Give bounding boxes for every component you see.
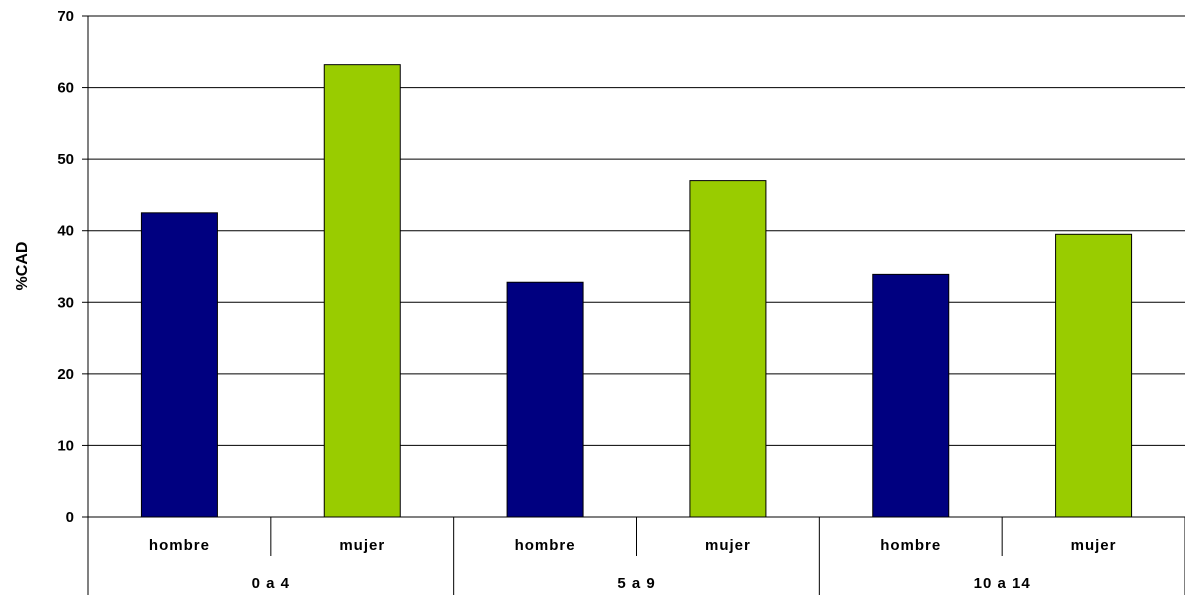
bar-hombre [872,273,950,518]
y-tick-labels: 0 10 20 30 40 50 60 70 [57,8,74,526]
bar-hombre [506,281,584,518]
y-tick-label: 20 [57,366,74,383]
bar-mujer [1055,233,1133,518]
x-category-label: hombre [515,537,576,554]
axes [87,16,1185,595]
bars [140,64,1133,518]
y-tick-label: 0 [66,509,74,526]
bar-mujer [323,64,401,518]
y-tick-label: 60 [57,80,74,97]
gridlines [82,15,1185,518]
x-group-label: 0 a 4 [252,575,290,592]
x-group-label: 5 a 9 [617,575,655,592]
x-category-label: mujer [705,537,751,554]
y-tick-label: 50 [57,151,74,168]
y-tick-label: 30 [57,294,74,311]
x-category-label: hombre [880,537,941,554]
x-category-label: mujer [1071,537,1117,554]
x-category-labels: hombre mujer hombre mujer hombre mujer 0 a 4 5 … [149,537,1117,592]
bar-hombre [140,212,218,518]
y-tick-label: 40 [57,223,74,240]
y-tick-label: 10 [57,437,74,454]
x-group-label: 10 a 14 [974,575,1031,592]
y-axis-title: %CAD [14,242,31,291]
y-tick-label: 70 [57,8,74,25]
x-category-label: mujer [339,537,385,554]
bar-mujer [689,180,767,518]
x-category-label: hombre [149,537,210,554]
